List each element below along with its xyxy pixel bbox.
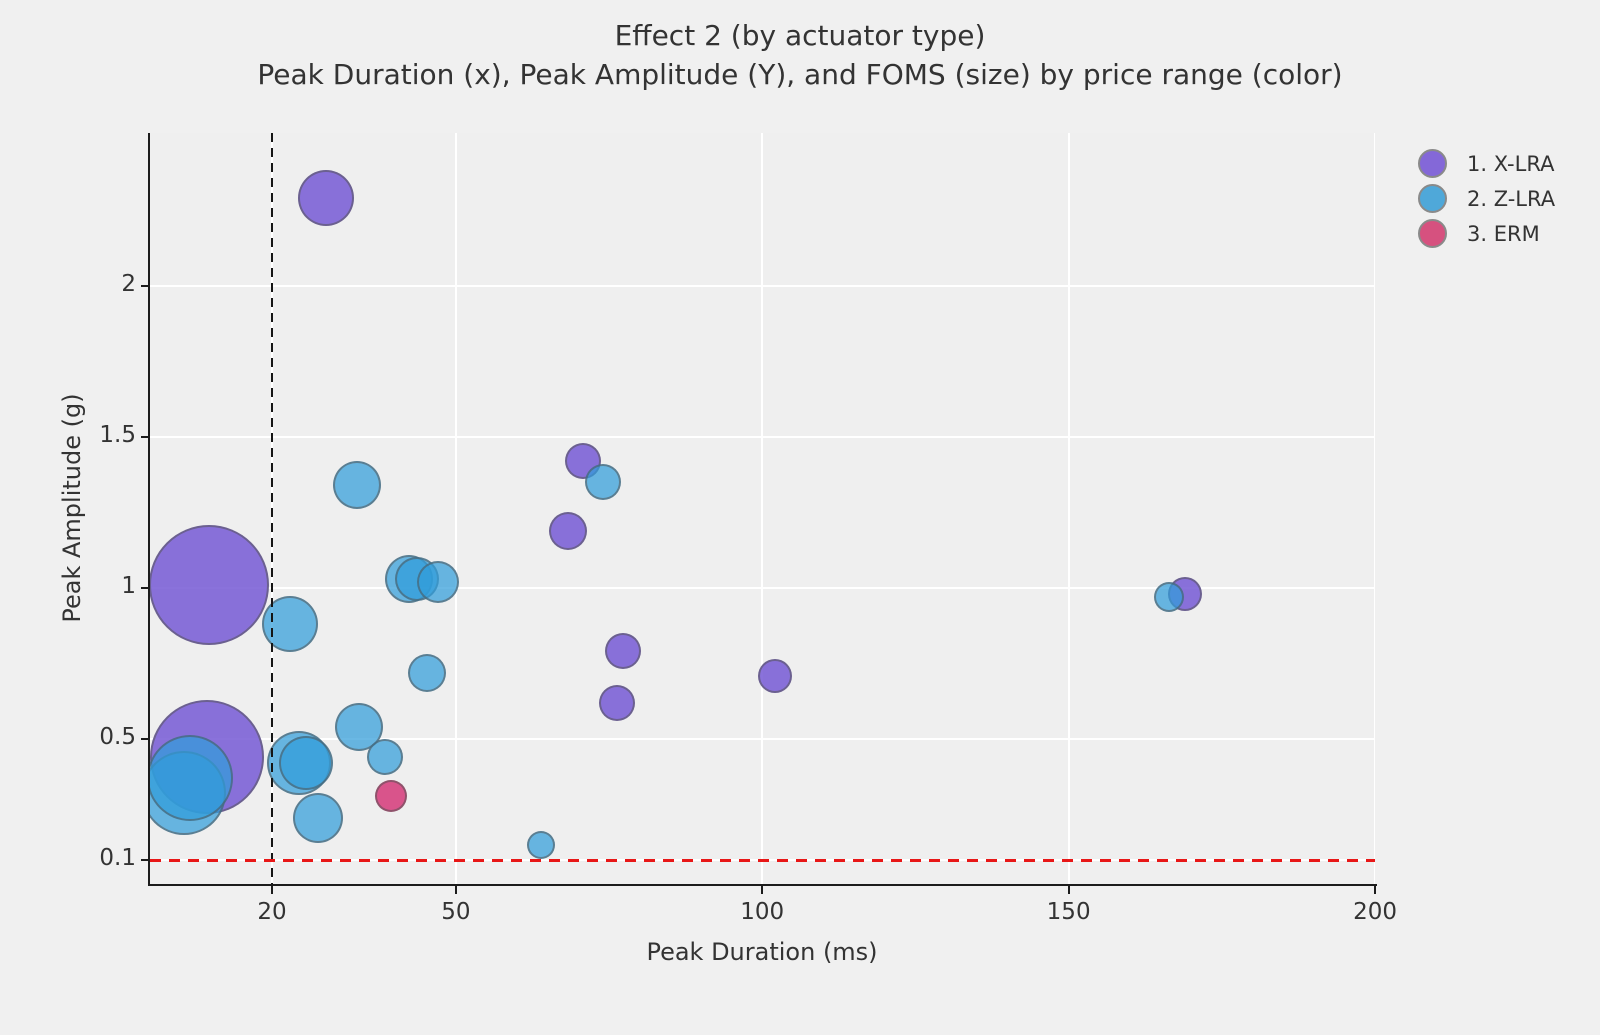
x-tick-100 [761,886,764,894]
bubble-z-lra [366,739,403,776]
y-axis-line [148,133,150,886]
x-axis-line [150,884,1377,886]
legend-label-erm: 3. ERM [1467,221,1540,246]
legend: 1. X-LRA 2. Z-LRA 3. ERM [1418,146,1555,251]
y-tick-1.5 [141,436,149,438]
bubble-z-lra [417,560,460,603]
bubble-x-lra [599,684,635,721]
legend-swatch-x-lra [1418,149,1447,178]
x-tick-20 [271,886,273,894]
bubble-erm [374,780,407,813]
legend-label-x-lra: 1. X-LRA [1467,151,1555,176]
bubble-z-lra [333,461,382,510]
bubble-z-lra [408,653,447,692]
gridline-x-150 [1067,133,1070,884]
y-tick-label-0.1: 0.1 [99,844,136,871]
chart-subtitle: Peak Duration (x), Peak Amplitude (Y), a… [257,58,1343,91]
bubble-z-lra [278,736,333,791]
bubble-x-lra [548,511,587,550]
bubble-z-lra [584,464,621,501]
bubble-z-lra [150,735,233,822]
bubble-x-lra [605,633,642,670]
legend-item-erm[interactable]: 3. ERM [1418,216,1555,251]
y-tick-0.5 [141,738,149,740]
x-tick-label-200: 200 [1353,899,1397,925]
bubble-x-lra [150,524,269,645]
gridline-x-100 [761,133,764,884]
x-tick-label-20: 20 [257,899,287,925]
y-tick-1 [141,587,149,589]
plot-area [150,133,1375,884]
gridline-x-50 [454,133,457,884]
x-tick-50 [454,886,457,894]
y-tick-label-0.5: 0.5 [99,724,136,750]
bubble-z-lra [292,792,343,843]
legend-swatch-z-lra [1418,184,1447,213]
legend-swatch-erm [1418,219,1447,248]
x-tick-label-100: 100 [740,899,785,925]
bubble-x-lra [297,170,354,227]
chart-title-block: Effect 2 (by actuator type) Peak Duratio… [0,16,1600,94]
y-tick-label-2: 2 [121,271,136,297]
gridline-x-200 [1374,133,1375,884]
legend-item-x-lra[interactable]: 1. X-LRA [1418,146,1555,181]
x-tick-label-50: 50 [441,899,471,925]
y-tick-label-1.5: 1.5 [99,422,136,448]
reference-vline [271,133,273,884]
x-tick-200 [1374,886,1377,894]
bubble-z-lra [527,830,556,859]
legend-label-z-lra: 2. Z-LRA [1467,186,1556,211]
y-tick-label-1: 1 [121,573,136,599]
y-tick-2 [141,285,149,287]
bubble-x-lra [758,658,793,693]
reference-hline [150,858,1375,862]
bubble-z-lra [1154,582,1185,613]
y-tick-0.1 [141,858,149,861]
x-axis-title: Peak Duration (ms) [646,938,878,966]
x-tick-label-150: 150 [1046,899,1091,925]
legend-item-z-lra[interactable]: 2. Z-LRA [1418,181,1555,216]
x-tick-150 [1067,886,1070,894]
chart-title: Effect 2 (by actuator type) [614,19,986,52]
